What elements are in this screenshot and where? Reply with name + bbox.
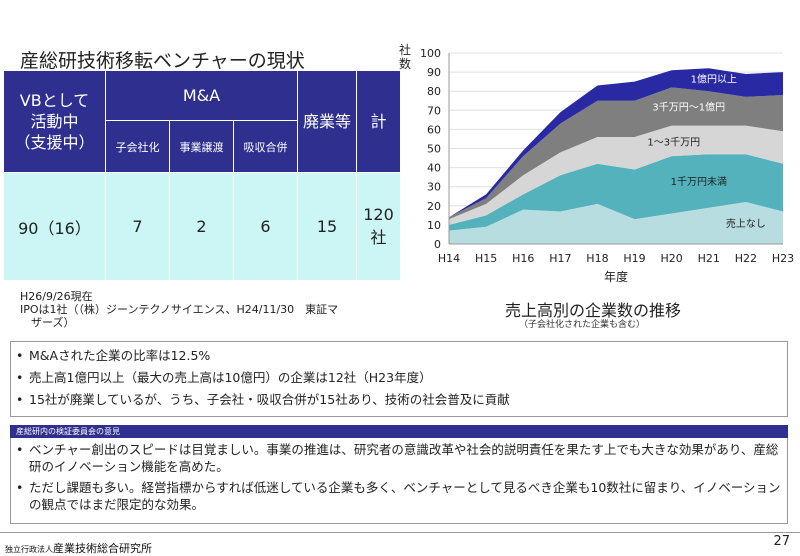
y-tick-label: 80 [427,85,441,98]
header-subsidiary: 子会社化 [105,120,170,173]
y-axis-label: 数 [399,56,411,71]
cell-transfer: 2 [169,172,234,281]
cell-total: 120社 [356,172,402,281]
header-total: 計 [356,70,402,173]
header-closed: 廃業等 [297,70,358,173]
area-series [449,87,783,220]
summary-item: 15社が廃業しているが、うち、子会社・吸収合併が15社あり、技術の社会普及に貢献 [11,389,787,411]
x-tick-label: H14 [438,252,460,265]
x-tick-label: H17 [549,252,571,265]
summary-box: M&Aされた企業の比率は12.5% 売上高1億円以上（最大の売上高は10億円）の… [10,341,788,417]
area-series [449,68,783,218]
header-transfer: 事業譲渡 [169,120,234,173]
y-axis-label: 社 [399,42,411,57]
y-tick-label: 50 [427,143,441,156]
series-label: 3千万円～1億円 [652,101,725,114]
table-note: H26/9/26現在 IPOは1社（（株）ジーンテクノサイエンス、H24/11/… [20,290,338,329]
header-ma: M&A [104,70,299,121]
area-series [449,201,783,244]
summary-item: 売上高1億円以上（最大の売上高は10億円）の企業は12社（H23年度） [11,367,787,389]
note-ipo-cont: ザーズ） [20,316,75,329]
x-tick-label: H22 [735,252,757,265]
org-prefix: 独立行政法人 [5,545,53,554]
series-label: 売上なし [726,217,766,230]
x-axis-label: 年度 [604,269,628,284]
y-tick-label: 40 [427,162,441,175]
page-number: 27 [773,534,790,549]
x-tick-label: H19 [623,252,645,265]
x-tick-label: H21 [698,252,720,265]
review-box: ベンチャー創出のスピードは目覚ましい。事業の推進は、研究者の意識改革や社会的説明… [10,438,788,524]
x-tick-label: H15 [475,252,497,265]
cell-vb-support: 90（16） [3,172,106,281]
summary-item: M&Aされた企業の比率は12.5% [11,345,787,367]
y-tick-label: 90 [427,66,441,79]
header-merger: 吸収合併 [232,120,299,173]
revenue-area-chart: 0 10 20 30 40 50 60 70 80 90 100 H14 H15 H16 H17 H18 H19… [399,42,794,284]
chart-subtitle: （子会社化された企業も含む） [519,320,646,330]
series-label: 1～3千万円 [647,136,700,148]
review-item: ベンチャー創出のスピードは目覚ましい。事業の推進は、研究者の意識改革や社会的説明… [11,441,787,475]
y-tick-label: 10 [427,219,441,232]
y-tick-label: 20 [427,200,441,213]
x-tick-label: H23 [772,252,794,265]
note-date: H26/9/26現在 [20,290,93,303]
footer-divider [0,532,800,533]
area-series [449,154,783,231]
y-tick-label: 100 [420,47,441,60]
series-label: 1千万円未満 [671,176,727,188]
y-tick-label: 0 [434,238,441,251]
cell-merger: 6 [232,172,299,281]
area-series [449,125,783,225]
x-tick-label: H16 [512,252,534,265]
chart-title: 売上高別の企業数の推移 [505,301,682,320]
review-header: 産総研内の検証委員会の意見 [10,425,788,438]
org-name: 産業技術総合研究所 [53,542,152,555]
x-tick-label: H18 [586,252,608,265]
y-tick-label: 70 [427,104,441,117]
footer-org: 独立行政法人産業技術総合研究所 [5,537,152,556]
cell-closed: 15 [297,172,358,281]
y-tick-label: 60 [427,123,441,136]
y-tick-label: 30 [427,181,441,194]
cell-subsidiary: 7 [105,172,170,281]
note-ipo: IPOは1社（（株）ジーンテクノサイエンス、H24/11/30 東証マ [20,303,339,316]
venture-status-table: VBとして 活動中 （支援中） M&A 廃業等 計 子会社化 事業譲渡 吸収合併… [3,70,402,281]
page-title: 産総研技術移転ベンチャーの現状 [20,50,305,72]
x-tick-label: H20 [661,252,683,265]
review-item: ただし課題も多い。経営指標からすれば低迷している企業も多く、ベンチャーとして見る… [11,479,787,513]
header-vb-support: VBとして 活動中 （支援中） [3,70,106,173]
series-label: 1億円以上 [691,73,737,86]
